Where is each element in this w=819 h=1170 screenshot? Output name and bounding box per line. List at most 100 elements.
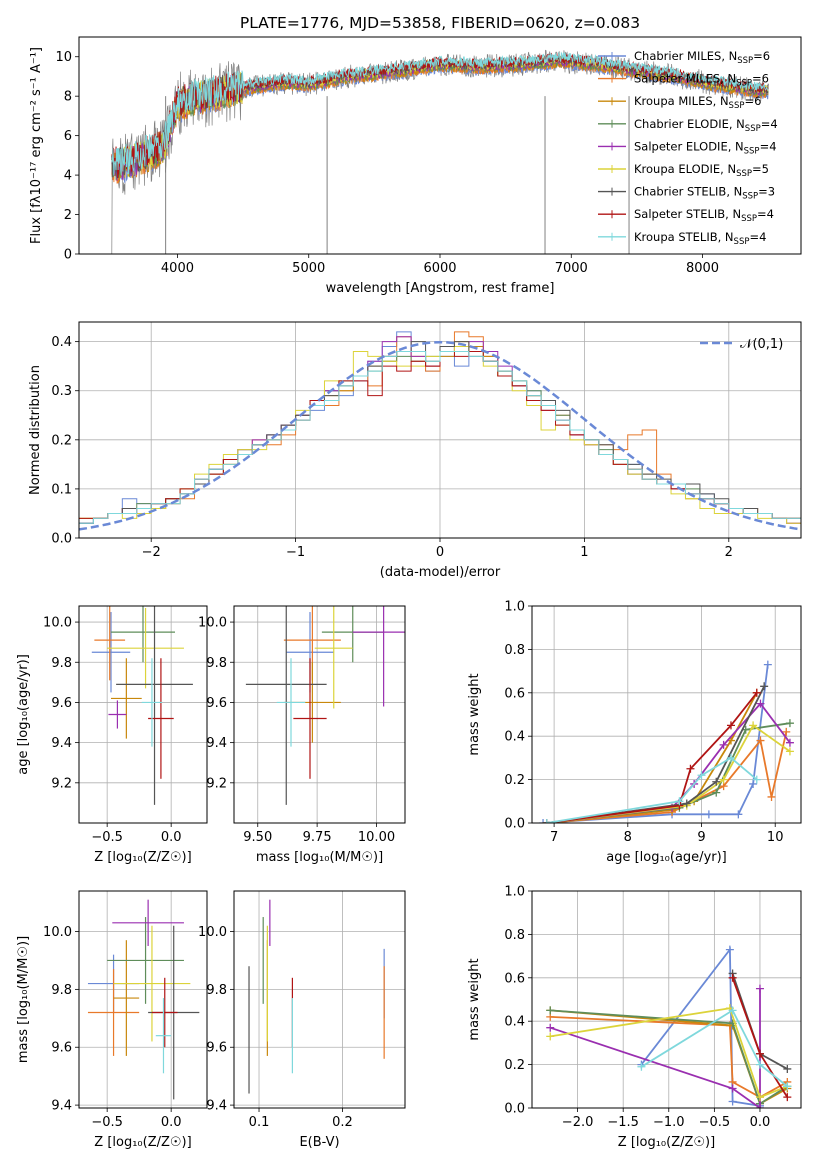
mass-weight-marker — [785, 747, 794, 756]
y-tick-label: 0.6 — [504, 686, 525, 701]
x-tick-label: −1 — [286, 545, 305, 560]
mass-weight-marker — [637, 1062, 646, 1071]
plot-area — [245, 606, 405, 805]
y-tick-label: 0.2 — [51, 433, 72, 448]
plot-area — [91, 606, 193, 805]
legend-tail: =3 — [758, 185, 775, 199]
x-tick-label: 0 — [436, 545, 444, 560]
x-tick-label: 0.0 — [161, 830, 182, 845]
legend-subscript: SSP — [745, 124, 761, 134]
y-tick-label: 0 — [64, 248, 72, 263]
y-tick-label: 9.6 — [51, 1041, 72, 1056]
legend-tail: =6 — [744, 94, 761, 108]
x-tick-label: 4000 — [161, 261, 194, 276]
y-tick-label: 9.8 — [206, 656, 227, 671]
mass-weight-marker — [725, 945, 734, 954]
y-tick-label: 9.8 — [51, 983, 72, 998]
x-tick-label: −1.5 — [607, 1115, 639, 1130]
errorbar-point — [111, 658, 142, 739]
errorbar-point — [107, 917, 184, 1004]
errorbar-point — [112, 899, 184, 946]
mass-weight-marker — [763, 660, 772, 669]
mass-weight-marker — [749, 779, 758, 788]
y-tick-label: 10.0 — [43, 925, 72, 940]
chart-panel-4: 9.50 9.75 10.00 9.2 9.4 9.6 9.8 10.0 mass [log₁₀… — [198, 605, 406, 865]
x-tick-label: −0.5 — [91, 1115, 123, 1130]
chart-panel-8: −2.0 −1.5 −1.0 −0.5 0.0 0.0 0.2 0.4 0.6 0.8 1.0 Z [… — [467, 885, 802, 1150]
y-tick-label: 9.2 — [51, 776, 72, 791]
x-tick-label: 8000 — [686, 261, 719, 276]
legend-entry: 𝒩(0,1) — [740, 337, 783, 352]
chart-panel-3: −0.5 0.0 9.2 9.4 9.6 9.8 10.0 Z [log₁₀(Z/Z☉)] ag… — [16, 605, 208, 865]
mass-weight-marker — [734, 810, 743, 819]
axes-frame — [531, 605, 802, 824]
y-tick-label: 10 — [55, 50, 72, 65]
x-tick-label: 5000 — [292, 261, 325, 276]
y-tick-label: 1.0 — [504, 600, 525, 615]
y-tick-label: 9.8 — [206, 983, 227, 998]
mass-weight-marker — [546, 1032, 555, 1041]
y-tick-label: 0.2 — [504, 1058, 525, 1073]
x-axis-label: mass [log₁₀(M/M☉)] — [256, 850, 383, 865]
axes-frame — [78, 321, 802, 539]
y-tick-label: 10.0 — [198, 925, 227, 940]
mass-weight-marker — [767, 792, 776, 801]
x-tick-label: 0.2 — [332, 1115, 353, 1130]
x-axis-label: Z [log₁₀(Z/Z☉)] — [94, 1135, 191, 1150]
mass-weight-marker — [682, 799, 691, 808]
plot-area — [539, 660, 794, 823]
mass-weight-marker — [752, 775, 761, 784]
y-tick-label: 0.4 — [504, 730, 525, 745]
figure-title: PLATE=1776, MJD=53858, FIBERID=0620, z=0… — [240, 14, 640, 32]
axes-frame — [531, 890, 802, 1109]
x-tick-label: 6000 — [423, 261, 456, 276]
mass-weight-marker — [782, 727, 791, 736]
chart-panel-7: 0.1 0.2 9.4 9.6 9.8 10.0 E(B-V) — [198, 890, 406, 1150]
legend-subscript: SSP — [736, 169, 752, 179]
y-tick-label: 0.2 — [504, 773, 525, 788]
x-tick-label: 7000 — [555, 261, 588, 276]
y-tick-label: 0.1 — [51, 482, 72, 497]
legend-tail: =4 — [749, 230, 766, 244]
x-tick-label: 9.50 — [243, 830, 272, 845]
y-tick-label: 0.3 — [51, 384, 72, 399]
x-tick-label: −1.0 — [653, 1115, 685, 1130]
mass-weight-marker — [755, 1104, 764, 1108]
chart-panel-1: 4000 5000 6000 7000 8000 0 2 4 6 8 10 wavelength [A… — [29, 36, 802, 296]
axes-frame — [78, 605, 208, 824]
legend-subscript: SSP — [744, 146, 760, 156]
errorbar-point — [276, 658, 306, 747]
mass-weight-marker — [675, 797, 684, 806]
legend-subscript: SSP — [737, 56, 753, 66]
x-tick-label: 1 — [580, 545, 588, 560]
y-tick-label: 8 — [64, 90, 72, 105]
mass-weight-marker — [783, 1093, 792, 1102]
x-tick-label: 0.0 — [161, 1115, 182, 1130]
x-tick-label: 10 — [767, 830, 784, 845]
mass-weight-marker — [755, 1060, 764, 1069]
axes-frame — [78, 36, 802, 255]
mass-weight-marker — [712, 788, 721, 797]
errorbar-point — [94, 606, 126, 681]
y-axis-label: age [log₁₀(age/yr)] — [16, 654, 31, 775]
errorbar-point — [111, 606, 175, 663]
x-tick-label: 0.1 — [249, 1115, 270, 1130]
y-axis-label: mass weight — [467, 673, 482, 755]
x-tick-label: −2.0 — [562, 1115, 594, 1130]
mass-weight-marker — [686, 764, 695, 773]
x-tick-label: 10.00 — [358, 830, 395, 845]
y-tick-label: 9.2 — [206, 776, 227, 791]
axes-frame — [233, 890, 406, 1109]
legend-entry: Kroupa STELIB, NSSP=4 — [634, 230, 766, 247]
y-axis-label: mass weight — [467, 958, 482, 1040]
legend-tail: =4 — [761, 117, 778, 131]
legend-subscript: SSP — [741, 214, 757, 224]
legend-subscript: SSP — [742, 192, 758, 202]
y-axis-label: Flux [fλ10⁻¹⁷ erg cm⁻² s⁻¹ A⁻¹] — [29, 47, 44, 244]
legend-entry: Chabrier ELODIE, NSSP=4 — [634, 117, 778, 134]
mass-weight-line — [549, 988, 761, 1108]
legend-tail: =4 — [757, 207, 774, 221]
errorbar-point — [293, 658, 327, 779]
y-axis-label: Normed distribution — [28, 365, 43, 495]
errorbar-point — [113, 925, 191, 1042]
